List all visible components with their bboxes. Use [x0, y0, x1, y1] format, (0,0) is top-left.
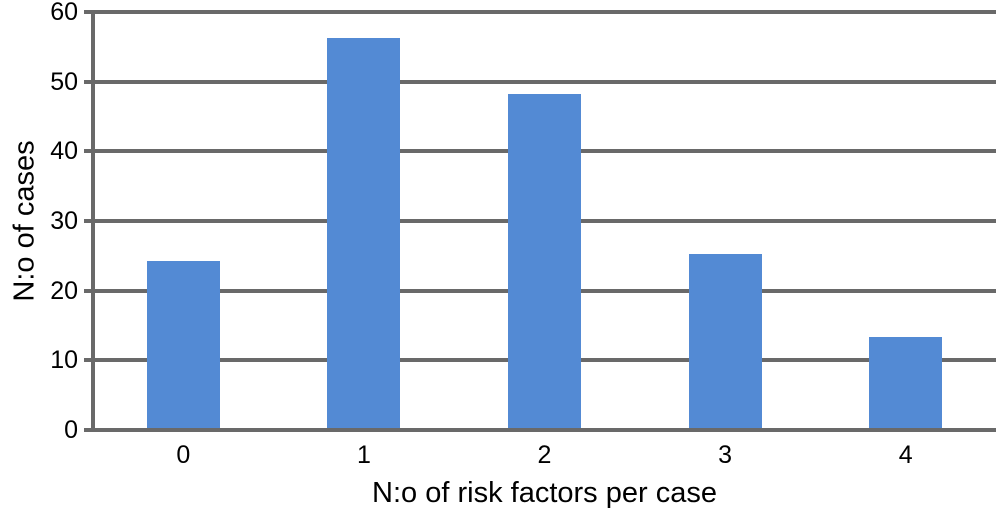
- y-tick-label: 50: [50, 67, 78, 96]
- y-tick: [84, 219, 93, 223]
- y-tick: [84, 358, 93, 363]
- y-tick: [84, 10, 93, 14]
- x-tick-label: 0: [176, 441, 191, 469]
- y-tick: [84, 428, 93, 432]
- x-axis-line: [93, 427, 996, 432]
- bar-2: [508, 93, 581, 428]
- y-tick-label: 30: [50, 207, 78, 235]
- y-tick-label: 20: [50, 276, 78, 305]
- y-tick: [84, 288, 93, 293]
- x-tick-label: 4: [898, 441, 913, 469]
- gridline: [93, 79, 996, 84]
- y-tick-label: 0: [64, 416, 78, 444]
- bar-1: [327, 37, 401, 428]
- y-tick-label: 40: [50, 137, 78, 166]
- x-tick-label: 3: [718, 441, 733, 469]
- bar-0: [146, 260, 220, 428]
- y-tick: [84, 149, 93, 154]
- y-tick: [84, 79, 93, 84]
- x-tick-label: 2: [537, 441, 552, 469]
- y-tick-label: 10: [50, 346, 78, 375]
- x-axis-title: N:o of risk factors per case: [372, 477, 717, 509]
- bar-3: [688, 253, 762, 428]
- gridline: [93, 10, 996, 14]
- bar-4: [869, 337, 943, 428]
- y-tick-label: 60: [50, 0, 78, 26]
- x-tick-label: 1: [356, 441, 371, 469]
- y-axis-line: [91, 10, 95, 432]
